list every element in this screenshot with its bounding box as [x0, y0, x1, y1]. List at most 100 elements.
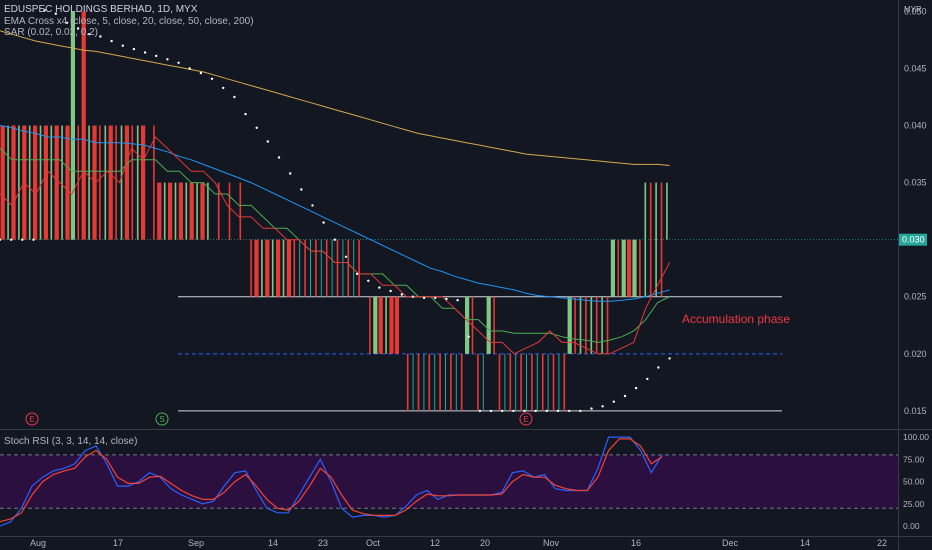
sar-dot — [177, 61, 180, 64]
sar-dot — [478, 409, 482, 413]
candle — [325, 239, 328, 297]
sar-dot — [266, 140, 269, 143]
candle — [239, 182, 242, 240]
candle — [39, 125, 42, 240]
candle — [389, 296, 394, 354]
candle — [271, 239, 274, 297]
candle — [7, 125, 9, 240]
candle — [315, 239, 317, 297]
candle — [493, 296, 495, 354]
candle — [189, 182, 194, 240]
candle — [70, 11, 75, 240]
candle — [666, 182, 668, 240]
event-marker-label: S — [159, 415, 164, 424]
candle — [632, 239, 637, 297]
stoch-k-line — [0, 436, 663, 527]
candle — [108, 125, 113, 240]
sar-dot — [277, 156, 281, 159]
sar-dot — [344, 255, 348, 258]
price-tick-label: 0.035 — [904, 178, 927, 188]
sar-dot — [311, 204, 314, 207]
ema5-line — [0, 136, 671, 355]
sar-dot — [467, 335, 470, 338]
sar-dot — [322, 221, 325, 224]
candle — [141, 125, 146, 240]
candle — [43, 125, 48, 240]
stoch-tick-label: 0.00 — [903, 521, 920, 531]
candle — [286, 239, 291, 297]
candle — [644, 182, 647, 297]
sar-dot — [623, 394, 627, 398]
candle — [124, 125, 129, 240]
sar-dot — [456, 299, 459, 302]
candle — [33, 125, 38, 240]
sar-dot — [434, 296, 437, 300]
sar-dot — [43, 9, 46, 12]
candle — [655, 182, 657, 297]
price-tick-label: 0.025 — [904, 292, 927, 302]
candle — [509, 353, 512, 411]
candle — [115, 125, 117, 240]
sar-dot — [411, 295, 415, 298]
time-tick-label: 20 — [480, 538, 490, 548]
sar-dot — [110, 39, 113, 43]
candle — [99, 125, 101, 240]
ema50-line — [0, 125, 670, 302]
accumulation-phase-annotation[interactable]: Accumulation phase — [682, 312, 791, 326]
time-tick-label: Oct — [366, 538, 381, 548]
candle — [417, 353, 420, 411]
sar-dot — [76, 27, 80, 30]
candle — [639, 239, 641, 297]
price-tick-label: 0.040 — [904, 121, 927, 131]
candle — [369, 296, 371, 354]
sar-dot — [590, 407, 593, 410]
stoch-rsi-plot — [0, 436, 898, 527]
sar-dot — [99, 35, 102, 38]
candle — [520, 353, 522, 411]
candle — [254, 239, 259, 297]
stoch-rsi-legend[interactable]: Stoch RSI (3, 3, 14, 14, close) — [4, 436, 138, 447]
sar-dot — [534, 409, 537, 413]
sar-dot — [54, 12, 57, 15]
time-tick-label: 23 — [318, 538, 328, 548]
candle — [498, 353, 501, 411]
symbol-legend[interactable]: EDUSPEC HOLDINGS BERHAD, 1D, MYX — [4, 4, 198, 15]
sar-dot — [512, 409, 515, 413]
ema-cross-legend[interactable]: EMA Cross x4 (close, 5, close, 20, close… — [4, 16, 254, 27]
candle — [601, 296, 603, 354]
candle — [228, 182, 231, 240]
candle — [200, 182, 205, 240]
candle — [196, 182, 198, 240]
candle — [660, 182, 663, 297]
sar-dot — [132, 47, 136, 51]
sar-dot — [10, 238, 13, 241]
sar-dot — [289, 172, 292, 175]
sar-dot — [568, 409, 571, 413]
stoch-d-line — [0, 438, 663, 523]
time-tick-label: 16 — [631, 538, 641, 548]
candle — [157, 182, 162, 240]
candle — [574, 296, 576, 354]
last-price-label: 0.030 — [902, 235, 925, 245]
last-price-badge — [899, 233, 927, 246]
price-tick-label: 0.045 — [904, 63, 927, 73]
time-tick-label: 22 — [877, 538, 887, 548]
sar-legend[interactable]: SAR (0.02, 0.02, 0.2) — [4, 27, 98, 38]
candle — [385, 296, 387, 354]
sar-dot — [188, 67, 191, 70]
candle — [394, 296, 399, 354]
candle — [465, 296, 470, 354]
time-tick-label: Sep — [188, 538, 204, 548]
candle — [606, 296, 609, 354]
stoch-tick-label: 100.00 — [903, 432, 929, 442]
time-tick-label: Dec — [722, 538, 739, 548]
sar-dot — [445, 297, 448, 301]
candle — [293, 239, 296, 297]
candle — [282, 239, 285, 297]
candle — [217, 182, 220, 240]
sar-dot — [155, 54, 158, 58]
candle — [378, 296, 383, 354]
candle — [579, 296, 582, 354]
candle — [250, 239, 252, 297]
